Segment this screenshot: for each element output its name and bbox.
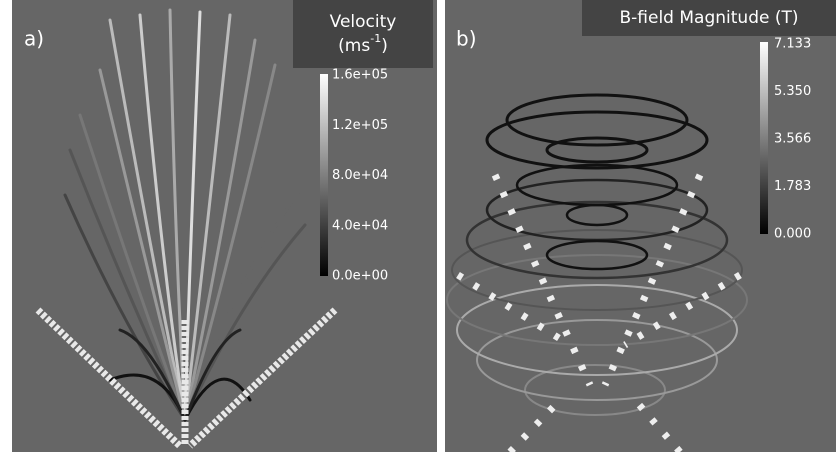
unit-prefix: (ms	[338, 36, 370, 56]
panel-b: b) B-field Magnitude (T) 7.133 5.350 3.566…	[445, 0, 836, 452]
colorbar-tick-label: 0.000	[774, 227, 811, 242]
panel-label: a)	[24, 27, 44, 51]
colorbar-tick-label: 1.783	[774, 179, 811, 194]
colorbar-tick-label: 5.350	[774, 84, 811, 99]
colorbar-tick-label: 8.0e+04	[332, 168, 388, 183]
colorbar-title: B-field Magnitude (T)	[620, 8, 799, 28]
colorbar	[760, 42, 768, 234]
colorbar-tick-label: 1.2e+05	[332, 118, 388, 133]
colorbar-title-box	[293, 0, 433, 68]
colorbar-tick-label: 3.566	[774, 132, 811, 147]
panel-a: a) Velocity (ms-1) 1.6e+05 1.2e+05 8.0e+04…	[12, 0, 437, 452]
colorbar-tick-label: 1.6e+05	[332, 68, 388, 83]
figure: a) Velocity (ms-1) 1.6e+05 1.2e+05 8.0e+04…	[0, 0, 836, 452]
colorbar-tick-label: 7.133	[774, 37, 811, 52]
colorbar-unit: (ms-1)	[338, 32, 388, 56]
colorbar-title: Velocity	[330, 12, 397, 32]
panel-label: b)	[456, 27, 477, 51]
colorbar-tick-label: 0.0e+00	[332, 269, 388, 284]
colorbar	[320, 74, 328, 276]
unit-suffix: )	[381, 36, 388, 56]
colorbar-tick-label: 4.0e+04	[332, 218, 388, 233]
unit-exponent: -1	[370, 32, 381, 45]
